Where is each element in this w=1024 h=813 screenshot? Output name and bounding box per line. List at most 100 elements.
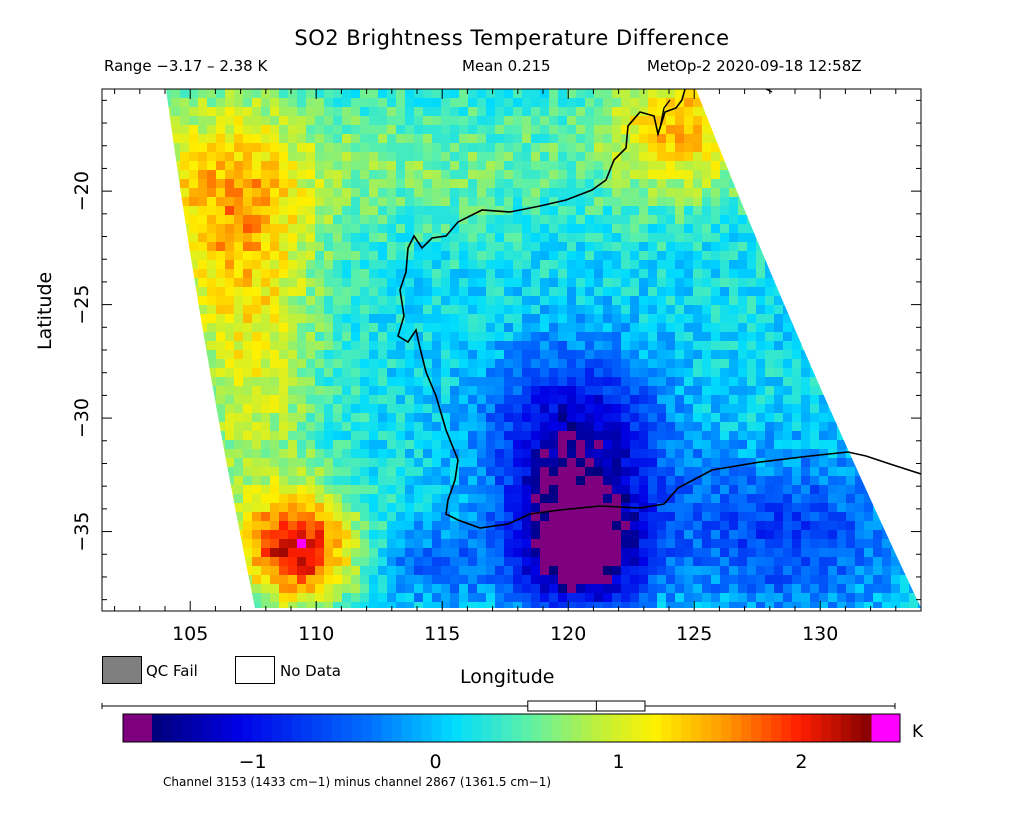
heatmap-cell — [864, 323, 874, 333]
heatmap-cell — [891, 278, 901, 288]
heatmap-cell — [324, 296, 334, 306]
heatmap-cell — [549, 503, 559, 513]
heatmap-cell — [810, 548, 820, 558]
heatmap-cell — [810, 251, 820, 261]
heatmap-cell — [909, 152, 919, 162]
heatmap-cell — [315, 485, 325, 495]
heatmap-cell — [828, 440, 838, 450]
heatmap-cell — [279, 449, 289, 459]
heatmap-cell — [900, 359, 910, 369]
heatmap-cell — [468, 584, 478, 594]
heatmap-cell — [252, 323, 262, 333]
heatmap-cell — [828, 530, 838, 540]
heatmap-cell — [198, 494, 208, 504]
heatmap-cell — [594, 242, 604, 252]
heatmap-cell — [693, 575, 703, 585]
heatmap-cell — [225, 278, 235, 288]
heatmap-cell — [198, 152, 208, 162]
heatmap-cell — [441, 494, 451, 504]
heatmap-cell — [783, 422, 793, 432]
heatmap-cell — [486, 512, 496, 522]
heatmap-cell — [612, 251, 622, 261]
heatmap-cell — [477, 422, 487, 432]
heatmap-cell — [585, 593, 595, 603]
heatmap-cell — [288, 530, 298, 540]
heatmap-cell — [720, 161, 730, 171]
heatmap-cell — [774, 566, 784, 576]
heatmap-cell — [774, 530, 784, 540]
heatmap-cell — [783, 557, 793, 567]
heatmap-cell — [459, 557, 469, 567]
heatmap-cell — [306, 566, 316, 576]
heatmap-cell — [351, 593, 361, 603]
heatmap-cell — [711, 98, 721, 108]
heatmap-cell — [567, 305, 577, 315]
heatmap-cell — [801, 107, 811, 117]
heatmap-cell — [216, 395, 226, 405]
heatmap-cell — [792, 233, 802, 243]
heatmap-cell — [801, 566, 811, 576]
heatmap-cell — [666, 485, 676, 495]
heatmap-cell — [261, 431, 271, 441]
heatmap-cell — [594, 521, 604, 531]
heatmap-cell — [477, 494, 487, 504]
heatmap-cell — [333, 512, 343, 522]
heatmap-cell — [261, 395, 271, 405]
heatmap-cell — [657, 143, 667, 153]
heatmap-cell — [531, 260, 541, 270]
heatmap-cell — [855, 215, 865, 225]
heatmap-cell — [873, 224, 883, 234]
heatmap-cell — [909, 422, 919, 432]
heatmap-cell — [630, 440, 640, 450]
heatmap-cell — [306, 323, 316, 333]
heatmap-cell — [297, 278, 307, 288]
heatmap-cell — [603, 566, 613, 576]
heatmap-cell — [648, 602, 658, 608]
heatmap-cell — [198, 377, 208, 387]
heatmap-cell — [666, 458, 676, 468]
heatmap-cell — [225, 161, 235, 171]
heatmap-cell — [166, 197, 172, 207]
heatmap-cell — [234, 467, 244, 477]
heatmap-cell — [387, 179, 397, 189]
heatmap-cell — [315, 287, 325, 297]
heatmap-cell — [837, 530, 847, 540]
heatmap-cell — [540, 521, 550, 531]
heatmap-cell — [837, 476, 847, 486]
heatmap-cell — [459, 116, 469, 126]
heatmap-cell — [468, 107, 478, 117]
heatmap-cell — [630, 386, 640, 396]
heatmap-cell — [774, 503, 784, 513]
heatmap-cell — [423, 278, 433, 288]
heatmap-cell — [558, 422, 568, 432]
heatmap-cell — [279, 584, 289, 594]
heatmap-cell — [225, 377, 235, 387]
heatmap-cell — [387, 584, 397, 594]
heatmap-cell — [351, 332, 361, 342]
heatmap-cell — [693, 287, 703, 297]
heatmap-cell — [531, 521, 541, 531]
heatmap-cell — [783, 323, 793, 333]
heatmap-cell — [684, 341, 694, 351]
heatmap-cell — [801, 179, 811, 189]
heatmap-cell — [882, 296, 892, 306]
heatmap-cell — [630, 368, 640, 378]
heatmap-cell — [621, 395, 631, 405]
heatmap-cell — [774, 377, 784, 387]
heatmap-cell — [738, 323, 748, 333]
heatmap-cell — [648, 341, 658, 351]
heatmap-cell — [819, 341, 829, 351]
heatmap-cell — [774, 512, 784, 522]
heatmap-cell — [801, 584, 811, 594]
heatmap-cell — [234, 116, 244, 126]
heatmap-cell — [549, 323, 559, 333]
heatmap-cell — [396, 494, 406, 504]
heatmap-cell — [846, 323, 856, 333]
heatmap-cell — [891, 449, 901, 459]
heatmap-cell — [864, 89, 874, 99]
heatmap-cell — [720, 521, 730, 531]
colorbar-step — [281, 714, 293, 742]
heatmap-cell — [360, 197, 370, 207]
heatmap-cell — [729, 125, 739, 135]
heatmap-cell — [594, 179, 604, 189]
